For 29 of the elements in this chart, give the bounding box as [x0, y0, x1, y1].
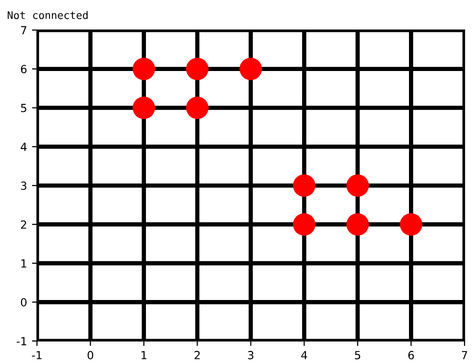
y-tick-label: 3	[21, 182, 26, 190]
point	[186, 96, 208, 119]
x-tick-label: 0	[88, 350, 94, 360]
y-tick-label: 4	[20, 142, 27, 151]
point	[132, 96, 156, 119]
point	[346, 213, 369, 236]
x-tick-label: 3	[248, 350, 254, 360]
point	[132, 58, 156, 80]
x-tick-label: 4	[301, 351, 308, 360]
y-tick-label: -1	[16, 337, 26, 346]
x-tick-label: 1	[142, 351, 146, 360]
x-tick-label: -1	[32, 351, 42, 360]
point	[292, 213, 316, 236]
x-tick-label: 5	[354, 351, 360, 360]
point	[400, 213, 422, 236]
point	[292, 174, 316, 197]
x-tick-label: 6	[408, 350, 414, 360]
y-tick-label: 1	[21, 259, 26, 268]
x-tick-label: 2	[194, 350, 200, 360]
y-tick-label: 2	[20, 220, 26, 229]
y-tick-label: 7	[21, 26, 26, 34]
point	[186, 58, 208, 80]
point	[346, 174, 369, 197]
x-tick-label: 7	[462, 351, 468, 360]
point	[240, 58, 262, 80]
chart-title: Not connected	[8, 11, 88, 20]
y-tick-label: 6	[20, 64, 27, 74]
y-tick-label: 5	[21, 104, 26, 112]
y-tick-label: 0	[20, 298, 27, 307]
